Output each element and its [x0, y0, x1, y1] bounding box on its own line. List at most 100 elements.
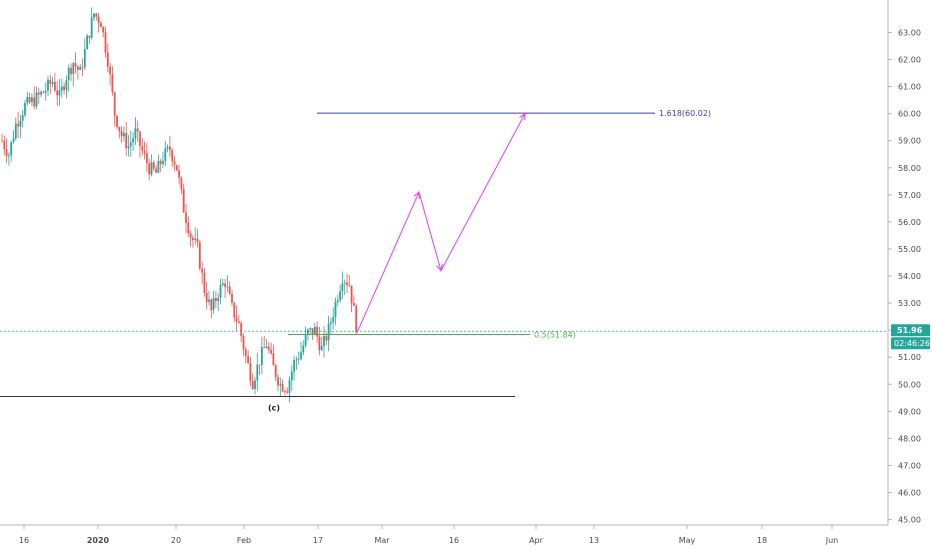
candle-body [221, 283, 224, 286]
candle-body [320, 346, 323, 350]
candle-body [141, 146, 144, 151]
candle-body [86, 35, 88, 50]
price-tick-label: 53.00 [898, 299, 921, 308]
current-price-badge [891, 324, 930, 337]
candle-body [339, 291, 341, 301]
fib-05-label: 0.5(51.84) [534, 330, 576, 339]
time-tick-label: 20 [171, 536, 181, 545]
candle-body [159, 160, 162, 165]
candle-body [297, 359, 300, 360]
candle-body [242, 336, 245, 350]
candle-body [12, 138, 15, 142]
candle-body [288, 380, 291, 393]
candle-body [171, 150, 174, 162]
candle-body [67, 67, 70, 81]
candle-body [40, 91, 42, 95]
price-tick-label: 48.00 [898, 434, 921, 443]
candle-body [274, 365, 277, 378]
candle-body [343, 282, 346, 284]
candle-body [256, 364, 259, 381]
candle-body [233, 302, 236, 318]
candle-body [208, 299, 210, 302]
candle-body [104, 32, 107, 53]
candle-body [325, 335, 328, 341]
candle-body [44, 90, 47, 93]
candle-body [118, 127, 121, 132]
candle-body [217, 297, 220, 302]
candle-body [164, 148, 167, 161]
candle-body [228, 286, 231, 295]
candle-body [33, 97, 36, 107]
price-tick-label: 63.00 [898, 28, 921, 37]
candle-body [63, 86, 65, 91]
candle-body [77, 66, 79, 70]
candle-body [304, 335, 307, 346]
candle-body [93, 13, 95, 18]
price-tick-label: 56.00 [898, 218, 921, 227]
candle-body [336, 300, 339, 302]
candle-body [37, 92, 40, 95]
time-tick-label: Apr [529, 536, 544, 545]
candle-body [212, 298, 215, 310]
candle-body [120, 131, 123, 137]
candle-body [295, 359, 298, 361]
candle-body [19, 120, 22, 127]
candle-body [180, 177, 183, 189]
candle-body [265, 346, 268, 349]
candle-body [28, 96, 31, 103]
candle-body [109, 66, 111, 75]
candle-body [42, 91, 45, 93]
countdown-value: 02:46:26 [894, 339, 930, 348]
candle-body [279, 383, 282, 386]
candle-body [162, 160, 164, 165]
candle-body [74, 63, 77, 67]
candle-body [123, 132, 125, 137]
candle-body [152, 162, 155, 169]
candle-body [54, 81, 56, 91]
candle-body [31, 97, 33, 103]
candle-body [102, 27, 105, 33]
time-axis[interactable]: 16 2020 20 Feb 17 Mar 16 Apr 13 May 18 Jun [19, 525, 838, 545]
time-tick-label: Mar [374, 536, 390, 545]
candle-body [231, 294, 233, 303]
candle-body [136, 128, 139, 132]
candle-body [79, 67, 82, 70]
candle-body [8, 155, 10, 157]
candle-body [263, 347, 266, 349]
candle-body [97, 16, 100, 23]
candle-body [355, 305, 358, 332]
candle-body [72, 63, 75, 75]
candle-body [10, 141, 13, 156]
candle-body [90, 17, 93, 38]
candle-body [65, 80, 68, 91]
candle-body [150, 162, 153, 175]
candle-body [125, 132, 128, 149]
candle-body [210, 299, 213, 310]
price-axis[interactable]: 45.0046.0047.0048.0049.0050.0051.0052.00… [888, 28, 921, 525]
candle-body [330, 322, 332, 325]
price-tick-label: 58.00 [898, 164, 921, 173]
candle-body [113, 92, 116, 116]
candle-body [95, 13, 98, 17]
candle-body [302, 345, 305, 353]
projection-path[interactable] [356, 113, 526, 334]
candle-body [166, 146, 169, 149]
candle-body [346, 282, 348, 286]
price-tick-label: 50.00 [898, 380, 921, 389]
candle-body [185, 212, 187, 223]
candle-body [290, 371, 293, 381]
candle-body [203, 272, 206, 293]
candle-body [26, 96, 29, 103]
time-tick-label: 2020 [87, 536, 110, 545]
candle-body [247, 356, 249, 363]
candle-body [258, 364, 261, 366]
candle-body [51, 81, 54, 84]
price-tick-label: 46.00 [898, 489, 921, 498]
time-tick-label: 13 [589, 536, 599, 545]
candle-body [70, 67, 72, 75]
time-tick-label: 17 [313, 536, 323, 545]
candle-body [143, 150, 146, 154]
candle-body [194, 238, 197, 241]
candle-body [127, 146, 130, 149]
